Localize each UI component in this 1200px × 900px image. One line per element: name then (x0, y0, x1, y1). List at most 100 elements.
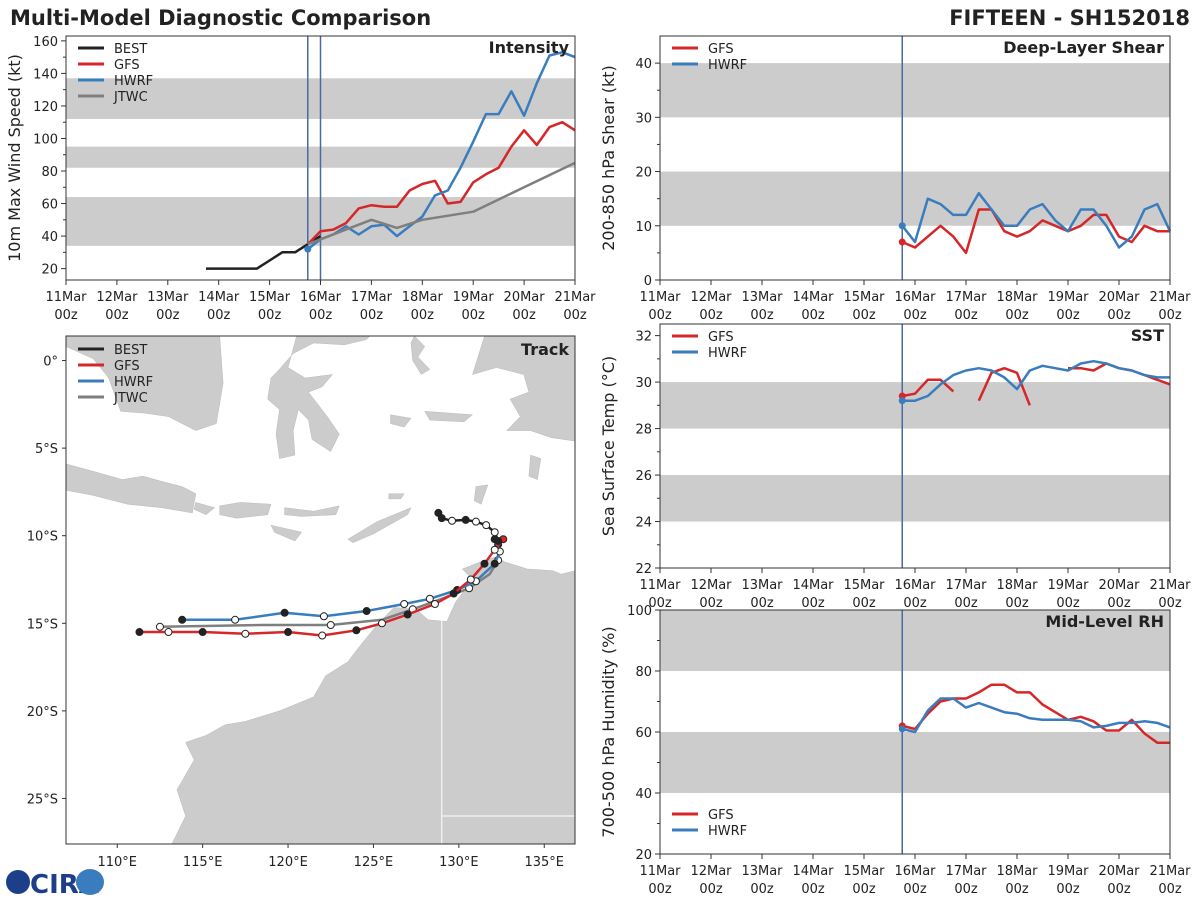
shear-xtick-label-day: 15Mar (843, 290, 885, 305)
shear-xtick-label-day: 20Mar (1098, 290, 1140, 305)
shear-xtick-label-hour: 00z (648, 308, 672, 323)
track-title: Track (521, 340, 569, 359)
rh-series-hwrf (902, 697, 1171, 734)
track-xtick-label: 115°E (183, 855, 223, 870)
shear-ytick-label: 30 (635, 111, 652, 126)
shear-start-point-hwrf (898, 222, 906, 230)
rh-xtick-label-day: 19Mar (1047, 864, 1089, 879)
sst-series-gfs (902, 378, 955, 398)
shear-xtick-label-day: 18Mar (996, 290, 1038, 305)
track-point-gfs (449, 589, 458, 598)
rh-start-point-hwrf (898, 725, 906, 733)
intensity-legend-label-jtwc: JTWC (113, 90, 148, 105)
sst-legend-label-hwrf: HWRF (708, 346, 747, 361)
rh-xtick-label-day: 13Mar (741, 864, 783, 879)
shear-title: Deep-Layer Shear (1003, 38, 1164, 57)
intensity-ytick-label: 100 (33, 132, 58, 147)
shear-xtick-label-hour: 00z (801, 308, 825, 323)
intensity-start-point-hwrf (304, 245, 312, 253)
rh-xtick-label-day: 17Mar (945, 864, 987, 879)
track-xtick-label: 110°E (97, 855, 137, 870)
track-point-gfs (466, 575, 475, 584)
intensity-xtick-label-day: 16Mar (300, 290, 342, 305)
land-flores (284, 505, 340, 517)
intensity-xtick-label-day: 17Mar (351, 290, 393, 305)
intensity-ytick-label: 160 (33, 35, 58, 50)
intensity-xtick-label-day: 11Mar (45, 290, 87, 305)
track-ytick-label: 10°S (27, 530, 58, 545)
land-java (66, 463, 197, 514)
land-sumba (270, 524, 303, 542)
track-ytick-label: 15°S (27, 617, 58, 632)
intensity-xtick-label-hour: 00z (512, 308, 536, 323)
shear-xtick-label-hour: 00z (1005, 308, 1029, 323)
intensity-xtick-label-hour: 00z (207, 308, 231, 323)
sst-xtick-label-day: 14Mar (792, 578, 834, 593)
rh-xtick-label-hour: 00z (852, 882, 876, 897)
rh-xtick-label-day: 12Mar (690, 864, 732, 879)
shear-xtick-label-day: 21Mar (1149, 290, 1191, 305)
track-point-best (471, 517, 480, 526)
sst-xtick-label-hour: 00z (1005, 596, 1029, 611)
intensity-xtick-label-hour: 00z (258, 308, 282, 323)
shear-legend-label-hwrf: HWRF (708, 58, 747, 73)
sst-plot-area (660, 324, 1170, 568)
sst-panel: 22 24 26 28 30 32 11Mar 00z 12Mar 00z 13Mar 00z 14Ma… (599, 323, 1191, 611)
sst-start-point-hwrf (898, 397, 906, 405)
shear-ytick-label: 10 (635, 220, 652, 235)
sst-xtick-label-hour: 00z (1107, 596, 1131, 611)
shear-panel: 0 10 20 30 40 11Mar 00z 12Mar 00z 13Mar 00z 14Mar 00… (599, 35, 1191, 323)
intensity-series-jtwc (307, 161, 576, 246)
land-aru (528, 454, 542, 480)
sst-xtick-label-hour: 00z (954, 596, 978, 611)
intensity-xtick-label-day: 13Mar (147, 290, 189, 305)
sst-ytick-label: 30 (635, 376, 652, 391)
track-point-hwrf (319, 612, 328, 621)
land-lombok-sumbawa (219, 502, 272, 519)
track-point-best (461, 515, 470, 524)
intensity-legend-label-gfs: GFS (114, 58, 140, 73)
track-point-best (494, 536, 503, 545)
rh-ytick-label: 100 (627, 604, 652, 619)
shear-series-gfs (901, 208, 1170, 255)
shear-xtick-label-day: 17Mar (945, 290, 987, 305)
rh-legend-label-hwrf: HWRF (708, 824, 747, 839)
shear-xtick-label-day: 11Mar (639, 290, 681, 305)
shear-xtick-label-hour: 00z (699, 308, 723, 323)
track-point-gfs (430, 600, 439, 609)
rh-xtick-label-hour: 00z (648, 882, 672, 897)
shear-series-hwrf (901, 191, 1172, 249)
track-xtick-label: 125°E (354, 855, 394, 870)
track-point-gfs (318, 631, 327, 640)
track-ytick-label: 25°S (27, 792, 58, 807)
track-point-best (482, 521, 491, 530)
intensity-legend-label-hwrf: HWRF (114, 74, 153, 89)
intensity-xtick-label-hour: 00z (54, 308, 78, 323)
rh-xtick-label-day: 11Mar (639, 864, 681, 879)
land-timor (347, 507, 412, 543)
shear-ytick-label: 40 (635, 57, 652, 72)
shear-xtick-label-day: 12Mar (690, 290, 732, 305)
shear-ytick-label: 20 (635, 166, 652, 181)
land-bali (193, 502, 216, 515)
track-legend-label-best: BEST (114, 343, 147, 358)
sst-band (660, 475, 1170, 522)
sst-xtick-label-hour: 00z (648, 596, 672, 611)
sst-ytick-label: 26 (635, 469, 652, 484)
rh-xtick-label-hour: 00z (1158, 882, 1182, 897)
sst-xtick-label-hour: 00z (852, 596, 876, 611)
rh-xtick-label-day: 21Mar (1149, 864, 1191, 879)
intensity-series-best (206, 235, 322, 270)
intensity-title: Intensity (489, 38, 570, 57)
rh-xtick-label-hour: 00z (801, 882, 825, 897)
sst-ytick-label: 32 (635, 330, 652, 345)
track-point-gfs (135, 628, 144, 637)
track-point-gfs (241, 629, 250, 638)
sst-xtick-label-hour: 00z (750, 596, 774, 611)
rh-xtick-label-hour: 00z (699, 882, 723, 897)
logo-emblem (76, 869, 104, 895)
track-point-gfs (377, 619, 386, 628)
track-point-jtwc (326, 621, 335, 630)
shear-band (660, 63, 1170, 118)
land-halmahera (410, 336, 431, 375)
